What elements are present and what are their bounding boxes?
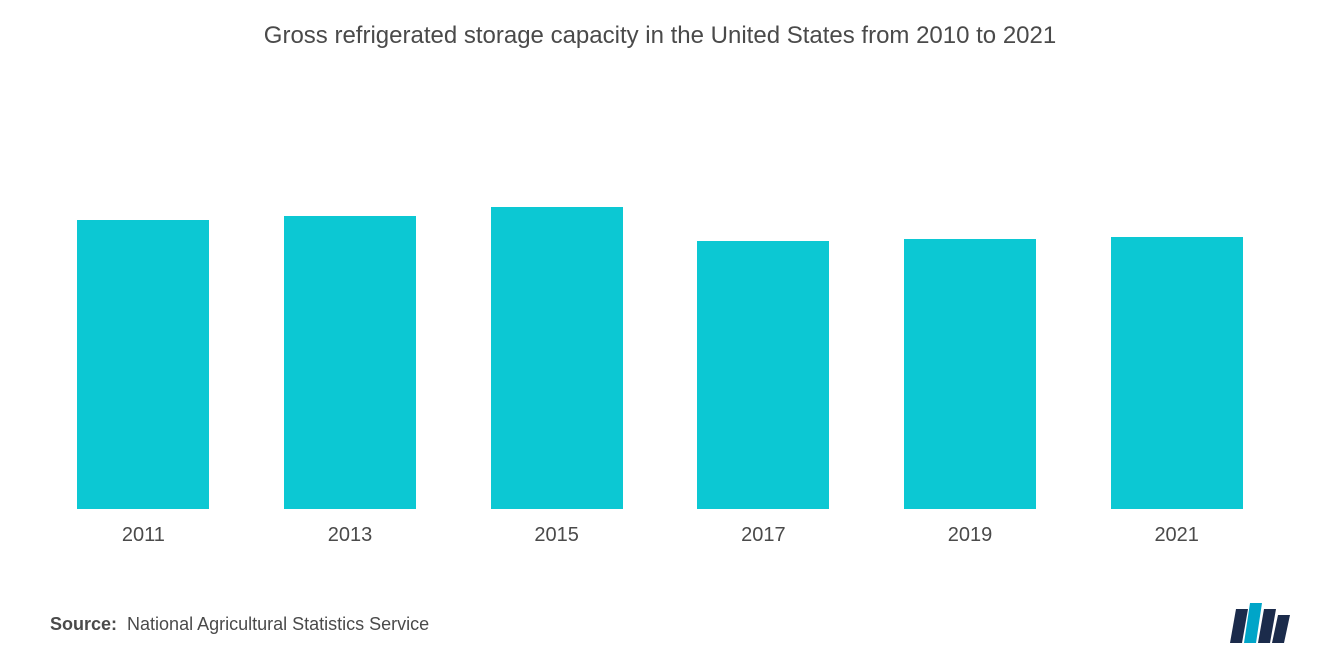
x-axis-label: 2017 (660, 524, 867, 547)
x-axis-label: 2019 (867, 524, 1074, 547)
bar (1111, 237, 1243, 509)
plot-area (40, 90, 1280, 510)
brand-logo-icon (1228, 601, 1290, 643)
bar-slot (40, 90, 247, 509)
source-footer: Source: National Agricultural Statistics… (50, 614, 429, 635)
bar (904, 239, 1036, 509)
source-label: Source: (50, 614, 117, 635)
bar-slot (867, 90, 1074, 509)
chart-title: Gross refrigerated storage capacity in t… (0, 0, 1320, 50)
x-axis-label: 2011 (40, 524, 247, 547)
bars-row (40, 90, 1280, 509)
x-axis-label: 2021 (1073, 524, 1280, 547)
bar (284, 216, 416, 509)
bar-slot (660, 90, 867, 509)
x-axis-label: 2013 (247, 524, 454, 547)
chart-container: Gross refrigerated storage capacity in t… (0, 0, 1320, 665)
bar-slot (247, 90, 454, 509)
bar-slot (453, 90, 660, 509)
bar (697, 241, 829, 509)
source-text: National Agricultural Statistics Service (127, 614, 429, 635)
bar (77, 220, 209, 509)
x-axis-label: 2015 (453, 524, 660, 547)
x-axis-labels: 201120132015201720192021 (40, 524, 1280, 547)
bar (491, 207, 623, 509)
bar-slot (1073, 90, 1280, 509)
